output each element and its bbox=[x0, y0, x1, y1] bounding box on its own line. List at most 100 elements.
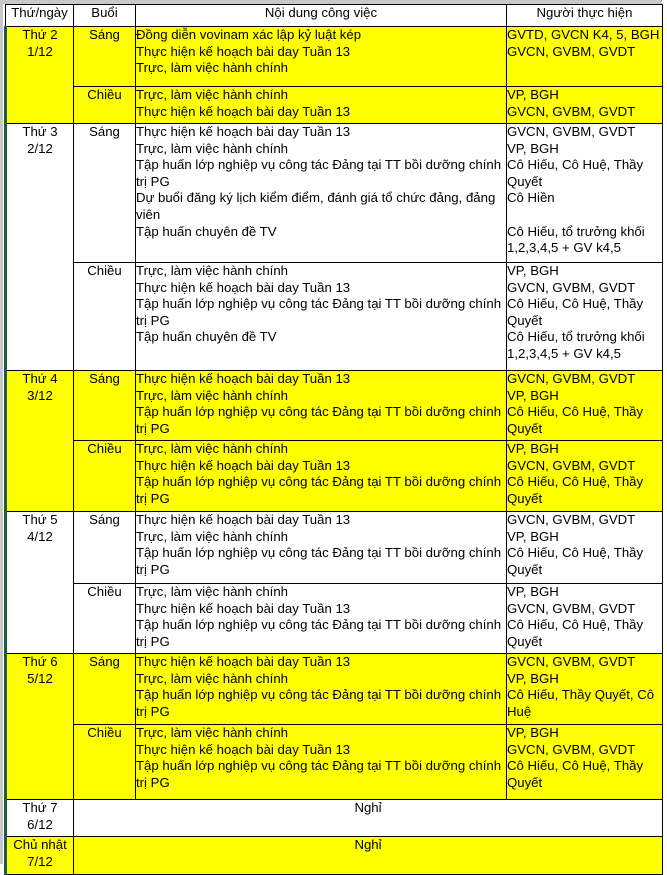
window-top-strip bbox=[0, 0, 667, 4]
table-row: Thứ 3 2/12 Sáng Thực hiện kế hoạch bài day … bbox=[4, 123, 663, 371]
rest-cell: Nghỉ bbox=[73, 836, 663, 875]
table-row: Chủ nhật 7/12 Nghỉ bbox=[4, 836, 663, 875]
work-content-cell: Thực hiện kế hoạch bài day Tuần 13 Trực, … bbox=[135, 653, 507, 725]
work-line: Tập huấn lớp nghiệp vụ công tác Đảng tại… bbox=[136, 404, 502, 436]
work-line: Trực, làm việc hành chính bbox=[136, 725, 288, 740]
assignee-line: GVCN, GVBM, GVDT bbox=[507, 600, 636, 616]
assignee-line: GVCN, GVBM, GVDT bbox=[507, 371, 636, 386]
day-date: 2/12 bbox=[27, 140, 53, 156]
table-row: Chiều Trực, làm việc hành chính Thực hiện … bbox=[6, 724, 663, 800]
assignee-line: GVCN, GVBM, GVDT bbox=[507, 103, 636, 119]
work-line: Tập huấn lớp nghiệp vụ công tác Đảng tại… bbox=[136, 545, 502, 577]
assignee-line: GVTD, GVCN K4, 5, BGH bbox=[507, 27, 660, 42]
work-line: Trực, làm việc hành chính bbox=[136, 140, 288, 156]
session-cell: Sáng bbox=[73, 26, 136, 87]
assignee-line: VP, BGH bbox=[507, 528, 559, 544]
session-cell: Sáng bbox=[73, 123, 136, 263]
assignee-cell: GVCN, GVBM, GVDT VP, BGH Cô Hiếu, Thầy Quy… bbox=[506, 653, 663, 725]
work-line: Thực hiện kế hoạch bài day Tuần 13 bbox=[136, 457, 351, 473]
work-line: Trực, làm việc hành chính bbox=[136, 584, 288, 599]
day-date: 6/12 bbox=[27, 816, 53, 832]
assignee-line: GVCN, GVBM, GVDT bbox=[507, 654, 636, 669]
header-work: Nội dung công việc bbox=[135, 4, 507, 27]
assignee-line: Cô Hiếu, Cô Huệ, Thầy Quyết bbox=[507, 545, 644, 577]
work-line: Tập huấn lớp nghiệp vụ công tác Đảng tại… bbox=[136, 474, 502, 506]
assignee-line: Cô Hiếu, Cô Huệ, Thầy Quyết bbox=[507, 617, 644, 649]
day-name: Chủ nhật bbox=[13, 837, 67, 852]
work-line: Trực, làm việc hành chính bbox=[136, 87, 288, 102]
work-line: Thực hiện kế hoạch bài day Tuần 13 bbox=[136, 124, 351, 139]
assignee-cell: VP, BGH GVCN, GVBM, GVDT Cô Hiếu, Cô Huệ, … bbox=[506, 724, 663, 800]
day-name: Thứ 4 bbox=[22, 371, 58, 386]
assignee-line: VP, BGH bbox=[507, 387, 559, 403]
day-cell: Thứ 3 2/12 bbox=[4, 123, 74, 371]
assignee-line: Cô Hiếu, Cô Huệ, Thầy Quyết bbox=[507, 474, 644, 506]
assignee-line bbox=[507, 207, 662, 224]
table-row: Chiều Trực, làm việc hành chính Thực hiện … bbox=[6, 440, 663, 512]
work-content-cell: Trực, làm việc hành chính Thực hiện kế ho… bbox=[135, 583, 507, 654]
session-cell: Chiều bbox=[73, 583, 136, 654]
session-cell: Sáng bbox=[73, 370, 136, 441]
table-body: Thứ 2 1/12 Sáng Đồng diễn vovinam xác lập k… bbox=[4, 26, 663, 875]
table-row: Chiều Trực, làm việc hành chính Thực hiện … bbox=[6, 583, 663, 654]
table-row: Thứ 2 1/12 Sáng Đồng diễn vovinam xác lập k… bbox=[4, 26, 663, 124]
assignee-line: Cô Hiếu, Thầy Quyết, Cô Huệ bbox=[507, 687, 655, 719]
work-line: Tập huấn lớp nghiệp vụ công tác Đảng tại… bbox=[136, 157, 502, 189]
assignee-line: VP, BGH bbox=[507, 441, 559, 456]
table-row: Thứ 5 4/12 Sáng Thực hiện kế hoạch bài day … bbox=[4, 511, 663, 654]
work-line: Trực, làm việc hành chính bbox=[136, 670, 288, 686]
header-who: Người thực hiện bbox=[506, 4, 663, 27]
assignee-line: VP, BGH bbox=[507, 87, 559, 102]
work-line: Thực hiện kế hoạch bài day Tuần 13 bbox=[136, 654, 351, 669]
day-cell: Thứ 7 6/12 bbox=[4, 799, 74, 837]
work-line: Thực hiện kế hoạch bài day Tuần 13 bbox=[136, 371, 351, 386]
work-line: Tập huấn lớp nghiệp vụ công tác Đảng tại… bbox=[136, 687, 502, 719]
assignee-line: VP, BGH bbox=[507, 263, 559, 278]
day-date: 7/12 bbox=[27, 853, 53, 869]
assignee-cell: VP, BGH GVCN, GVBM, GVDT bbox=[506, 86, 663, 124]
weekly-schedule-table: Thứ/ngày Buổi Nội dung công việc Người t… bbox=[4, 4, 663, 875]
table-row: Thứ 7 6/12 Nghỉ bbox=[4, 799, 663, 837]
work-line: Đồng diễn vovinam xác lập kỷ luật kép bbox=[136, 27, 362, 42]
session-cell: Chiều bbox=[73, 440, 136, 512]
day-date: 3/12 bbox=[27, 387, 53, 403]
session-cell: Sáng bbox=[73, 653, 136, 725]
work-line: Tập huấn chuyên đề TV bbox=[136, 223, 277, 239]
assignee-line: VP, BGH bbox=[507, 725, 559, 740]
work-line: Trực, làm việc hành chính bbox=[136, 60, 288, 76]
day-date: 1/12 bbox=[27, 43, 53, 59]
session-cell: Chiều bbox=[73, 262, 136, 371]
assignee-line: GVCN, GVBM, GVDT bbox=[507, 43, 636, 59]
assignee-cell: GVCN, GVBM, GVDT VP, BGH Cô Hiếu, Cô Huệ, … bbox=[506, 370, 663, 441]
work-content-cell: Trực, làm việc hành chính Thực hiện kế ho… bbox=[135, 262, 507, 371]
work-content-cell: Thực hiện kế hoạch bài day Tuần 13 Trực, … bbox=[135, 511, 507, 584]
work-content-cell: Đồng diễn vovinam xác lập kỷ luật kép Thự… bbox=[135, 26, 507, 87]
day-cell: Thứ 5 4/12 bbox=[4, 511, 74, 654]
work-line: Thực hiện kế hoạch bài day Tuần 13 bbox=[136, 103, 351, 119]
assignee-line: GVCN, GVBM, GVDT bbox=[507, 279, 636, 295]
header-session: Buổi bbox=[73, 4, 136, 27]
day-cell: Thứ 6 5/12 bbox=[4, 653, 74, 800]
table-row: Chiều Trực, làm việc hành chính Thực hiện … bbox=[6, 86, 663, 124]
header-day: Thứ/ngày bbox=[5, 4, 74, 27]
work-line: Thực hiện kế hoạch bài day Tuần 13 bbox=[136, 279, 351, 295]
assignee-line: VP, BGH bbox=[507, 140, 559, 156]
day-date: 5/12 bbox=[27, 670, 53, 686]
assignee-cell: VP, BGH GVCN, GVBM, GVDT Cô Hiếu, Cô Huệ, … bbox=[506, 583, 663, 654]
table-header: Thứ/ngày Buổi Nội dung công việc Người t… bbox=[5, 4, 663, 27]
assignee-line: Cô Hiếu, tổ trưởng khối 1,2,3,4,5 + GV k… bbox=[507, 223, 645, 256]
assignee-line: GVCN, GVBM, GVDT bbox=[507, 741, 636, 757]
work-line: Tập huấn chuyên đề TV bbox=[136, 329, 277, 345]
work-line: Trực, làm việc hành chính bbox=[136, 441, 288, 456]
work-line: Dự buổi đăng ký lịch kiểm điểm, đánh giá… bbox=[136, 190, 496, 222]
day-cell: Thứ 2 1/12 bbox=[4, 26, 74, 124]
day-cell: Thứ 4 3/12 bbox=[4, 370, 74, 512]
header-row: Thứ/ngày Buổi Nội dung công việc Người t… bbox=[5, 4, 663, 27]
day-name: Thứ 6 bbox=[22, 654, 58, 669]
work-content-cell: Thực hiện kế hoạch bài day Tuần 13 Trực, … bbox=[135, 123, 507, 263]
assignee-cell: VP, BGH GVCN, GVBM, GVDT Cô Hiếu, Cô Huệ, … bbox=[506, 262, 663, 371]
day-name: Thứ 7 bbox=[22, 800, 58, 815]
assignee-line: GVCN, GVBM, GVDT bbox=[507, 124, 636, 139]
work-line: Tập huấn lớp nghiệp vụ công tác Đảng tại… bbox=[136, 758, 502, 790]
work-content-cell: Thực hiện kế hoạch bài day Tuần 13 Trực, … bbox=[135, 370, 507, 441]
